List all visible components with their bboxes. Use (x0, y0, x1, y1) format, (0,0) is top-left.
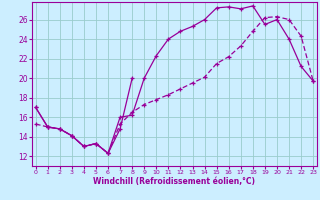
X-axis label: Windchill (Refroidissement éolien,°C): Windchill (Refroidissement éolien,°C) (93, 177, 255, 186)
